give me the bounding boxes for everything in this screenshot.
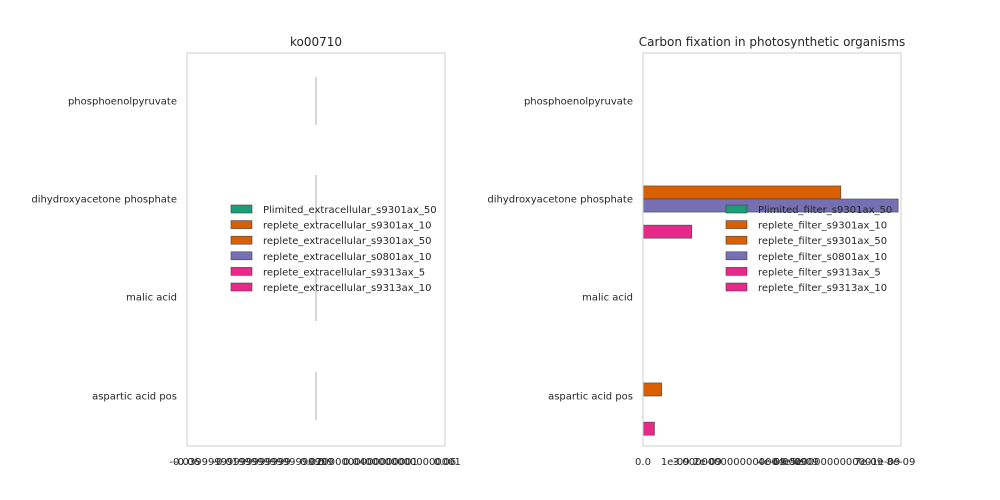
x-tick-label: 0.06 bbox=[434, 457, 456, 468]
legend-swatch bbox=[230, 204, 253, 214]
legend-swatch bbox=[230, 282, 253, 292]
axes-frame bbox=[642, 52, 902, 447]
legend-label: replete_extracellular_s9301ax_10 bbox=[263, 221, 431, 232]
chart-panel-1: ko00710 phosphoenolpyruvate dihydroxyaceto… bbox=[31, 35, 461, 468]
legend-label: replete_filter_s9301ax_50 bbox=[758, 236, 887, 247]
x-tick-label: 8e-09 bbox=[887, 457, 916, 468]
x-tick-label: -0.01999999999999999 bbox=[212, 457, 333, 468]
axes-frame bbox=[186, 52, 446, 447]
legend: Plimited_filter_s9301ax_50 replete_filter… bbox=[725, 204, 892, 294]
legend-label: replete_extracellular_s0801ax_10 bbox=[263, 252, 431, 263]
legend-label: replete_extracellular_s9301ax_50 bbox=[263, 236, 431, 247]
y-tick-label: malic acid bbox=[582, 293, 633, 304]
chart-panel-2: Carbon fixation in photosynthetic organi… bbox=[487, 35, 915, 468]
x-tick-label: 6.000000000000001e-09 bbox=[773, 457, 900, 468]
legend-label: replete_filter_s0801ax_10 bbox=[758, 252, 887, 263]
x-tick-label: 1e-09 bbox=[661, 457, 690, 468]
x-tick-label: -0.06 bbox=[174, 457, 200, 468]
x-tick-label: 4e-09 bbox=[758, 457, 787, 468]
legend-label: Plimited_extracellular_s9301ax_50 bbox=[263, 205, 437, 216]
y-tick-label: dihydroxyacetone phosphate bbox=[31, 195, 177, 206]
legend-swatch bbox=[725, 251, 748, 261]
bar bbox=[642, 421, 655, 436]
y-tick-label: phosphoenolpyruvate bbox=[68, 97, 177, 108]
bar bbox=[642, 382, 662, 397]
y-tick-label: malic acid bbox=[126, 293, 177, 304]
y-tick-label: aspartic acid pos bbox=[548, 392, 633, 403]
y-tick-label: phosphoenolpyruvate bbox=[524, 97, 633, 108]
x-tick-label: 7e-09 bbox=[854, 457, 883, 468]
legend-label: replete_filter_s9313ax_10 bbox=[758, 283, 887, 294]
legend-swatch bbox=[725, 235, 748, 245]
x-tick-label: 3.0000000000000004e-09 bbox=[673, 457, 807, 468]
legend: Plimited_extracellular_s9301ax_50replete… bbox=[230, 204, 437, 294]
x-tick-label: 0.04000000000000001 bbox=[343, 457, 461, 468]
x-tick-label: 0.0 bbox=[308, 457, 324, 468]
legend-swatch bbox=[725, 220, 748, 229]
x-tick-label: 5e-09 bbox=[790, 457, 819, 468]
x-tick-label: 0.02000000000000001 bbox=[300, 457, 418, 468]
y-tick-label: dihydroxyacetone phosphate bbox=[487, 195, 633, 206]
chart-title: Carbon fixation in photosynthetic organi… bbox=[639, 35, 906, 49]
x-tick-label: 0.0 bbox=[635, 457, 651, 468]
legend-swatch bbox=[725, 204, 748, 214]
legend-label: replete_extracellular_s9313ax_10 bbox=[263, 283, 431, 294]
legend-swatch bbox=[230, 251, 253, 261]
legend-swatch bbox=[230, 267, 253, 276]
legend-swatch bbox=[230, 235, 253, 245]
legend-swatch bbox=[725, 267, 748, 276]
legend-label: replete_filter_s9313ax_5 bbox=[758, 267, 881, 278]
x-tick-label: 2e-09 bbox=[693, 457, 722, 468]
legend-label: Plimited_filter_s9301ax_50 bbox=[758, 205, 892, 216]
legend-label: replete_extracellular_s9313ax_5 bbox=[263, 267, 425, 278]
bar bbox=[642, 185, 842, 200]
legend-swatch bbox=[725, 282, 748, 292]
chart-title: ko00710 bbox=[290, 35, 342, 49]
legend-label: replete_filter_s9301ax_10 bbox=[758, 221, 887, 232]
y-tick-label: aspartic acid pos bbox=[92, 392, 177, 403]
legend-swatch bbox=[230, 220, 253, 229]
x-tick-label: -0.03999999999999999 bbox=[169, 457, 290, 468]
bar bbox=[642, 224, 693, 239]
